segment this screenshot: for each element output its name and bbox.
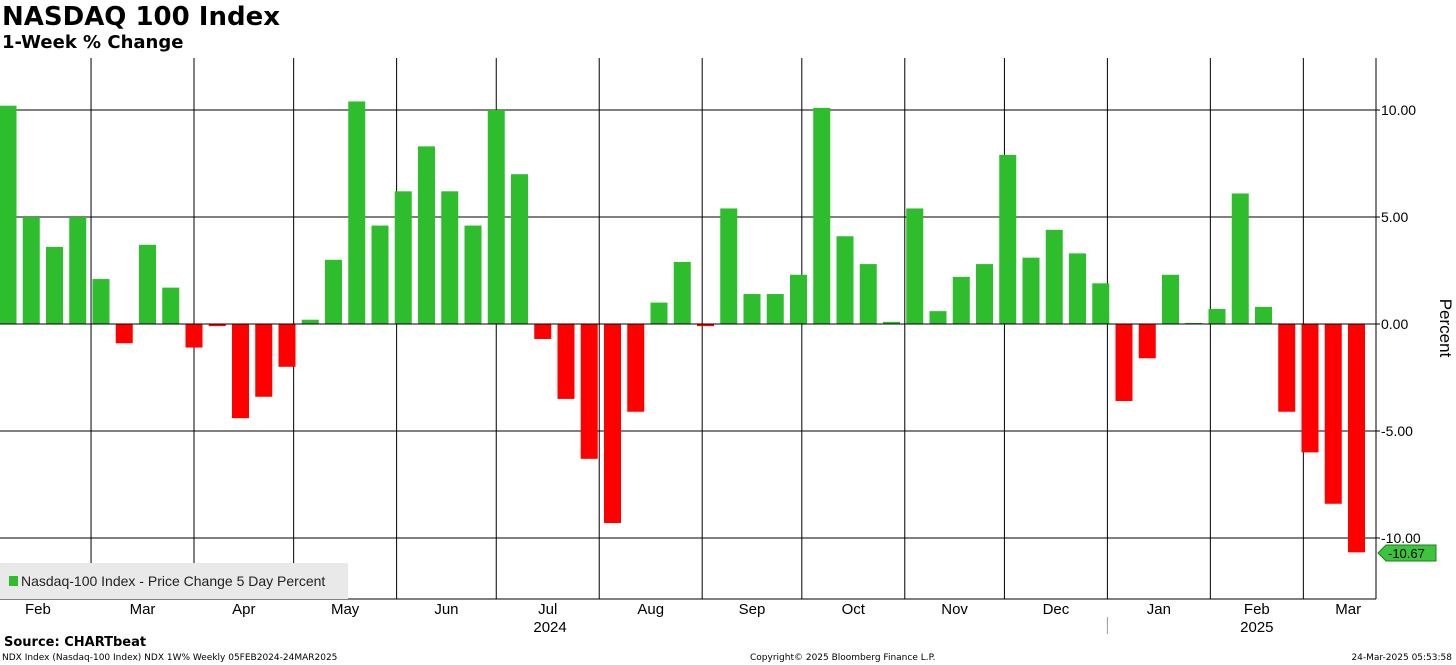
bar	[325, 259, 342, 324]
x-month-label: Jan	[1147, 601, 1171, 618]
bar	[1301, 324, 1319, 453]
bars	[0, 101, 1365, 553]
bar	[650, 302, 668, 324]
y-tick-label: -5.00	[1381, 423, 1413, 439]
bar	[162, 287, 180, 324]
bar	[1138, 324, 1156, 359]
bar	[766, 294, 784, 324]
x-year-label: 2025	[1240, 619, 1273, 636]
bar	[859, 264, 877, 324]
bar	[115, 324, 133, 344]
bar	[1185, 322, 1203, 324]
x-month-label: May	[331, 601, 360, 618]
bar	[92, 279, 110, 324]
bar	[278, 324, 296, 367]
bar	[813, 107, 831, 324]
bar	[487, 110, 505, 324]
last-value-label-text: -10.67	[1388, 546, 1425, 561]
bar	[673, 261, 691, 324]
legend: Nasdaq-100 Index - Price Change 5 Day Pe…	[0, 563, 348, 599]
bar	[1208, 309, 1226, 324]
bar	[0, 105, 17, 324]
bar	[232, 324, 249, 419]
bar	[976, 264, 993, 324]
bar	[534, 324, 552, 339]
footer-timestamp: 24-Mar-2025 05:53:58	[1351, 653, 1452, 663]
bar	[952, 276, 970, 324]
bar	[720, 208, 738, 324]
bar	[511, 174, 528, 324]
x-month-label: Oct	[842, 601, 866, 618]
y-axis-title: Percent	[1436, 299, 1455, 358]
bar	[1069, 253, 1086, 324]
bar	[46, 246, 63, 324]
x-month-label: Jul	[538, 601, 557, 618]
bar	[906, 208, 924, 324]
legend-swatch	[9, 576, 18, 586]
x-month-label: Mar	[130, 601, 156, 618]
bar	[185, 324, 203, 348]
axes: 10.00 5.00 0.00 -5.00 -10.00 Feb Mar Apr May Jun J…	[0, 58, 1421, 636]
bar	[1324, 324, 1342, 504]
x-month-label: Jun	[434, 601, 458, 618]
x-month-label: Sep	[739, 601, 766, 618]
bar	[69, 217, 87, 324]
bar	[139, 244, 156, 324]
bar	[464, 225, 482, 324]
bar	[1092, 283, 1110, 324]
bar	[743, 294, 761, 324]
bar	[1022, 257, 1040, 324]
bar	[208, 324, 226, 327]
last-value-label: -10.67	[1377, 544, 1437, 562]
x-month-label: Feb	[1244, 601, 1270, 618]
bar	[1045, 229, 1063, 324]
bar	[1278, 324, 1296, 412]
bar	[418, 146, 435, 324]
bar	[836, 236, 854, 324]
bar	[394, 191, 412, 324]
bar	[697, 324, 714, 327]
bar	[22, 217, 40, 324]
bar	[441, 191, 459, 324]
bar	[790, 274, 807, 324]
grid	[0, 58, 1376, 599]
chart-subtitle: 1-Week % Change	[2, 32, 184, 53]
bar	[301, 319, 319, 324]
x-month-label: Dec	[1043, 601, 1070, 618]
y-tick-label: 5.00	[1381, 209, 1408, 225]
bar	[604, 324, 621, 524]
last-value-label-shape	[1377, 544, 1437, 562]
bar	[348, 101, 366, 324]
footer-copyright: Copyright© 2025 Bloomberg Finance L.P.	[750, 653, 936, 663]
bar	[929, 311, 947, 324]
x-year-label: 2024	[533, 619, 566, 636]
bar	[627, 324, 645, 412]
legend-background	[0, 563, 348, 599]
bar	[580, 324, 598, 459]
bar	[1162, 274, 1179, 324]
y-tick-label: 10.00	[1381, 102, 1416, 118]
x-month-label: Apr	[232, 601, 255, 618]
chart-title: NASDAQ 100 Index	[2, 2, 280, 32]
x-month-label: Feb	[25, 601, 51, 618]
footer-ticker-info: NDX Index (Nasdaq-100 Index) NDX 1W% Wee…	[2, 653, 338, 663]
bar	[999, 154, 1017, 324]
bar	[1231, 193, 1249, 324]
x-month-label: Mar	[1335, 601, 1361, 618]
bar	[1348, 324, 1365, 553]
bar	[1115, 324, 1133, 402]
bar	[557, 324, 575, 399]
legend-label: Nasdaq-100 Index - Price Change 5 Day Pe…	[21, 573, 325, 589]
x-month-label: Aug	[637, 601, 664, 618]
y-tick-label: -10.00	[1381, 530, 1421, 546]
source-note: Source: CHARTbeat	[4, 635, 147, 650]
bar	[1255, 306, 1272, 324]
bar	[883, 321, 900, 324]
bar	[371, 225, 389, 324]
x-month-label: Nov	[941, 601, 968, 618]
bar	[255, 324, 273, 397]
y-tick-label: 0.00	[1381, 316, 1408, 332]
